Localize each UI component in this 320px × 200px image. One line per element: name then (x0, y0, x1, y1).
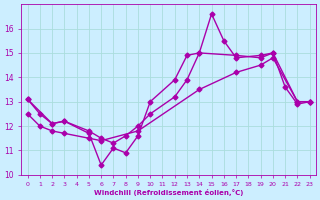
X-axis label: Windchill (Refroidissement éolien,°C): Windchill (Refroidissement éolien,°C) (94, 189, 243, 196)
